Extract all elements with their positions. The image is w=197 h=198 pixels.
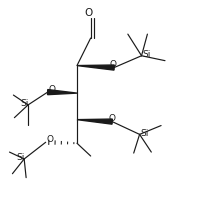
Text: O: O [48, 85, 55, 94]
Polygon shape [77, 119, 112, 124]
Text: Si: Si [142, 50, 151, 59]
Text: Si: Si [20, 99, 28, 108]
Text: Si: Si [140, 129, 149, 138]
Text: Si: Si [16, 153, 24, 162]
Polygon shape [47, 89, 77, 95]
Text: O: O [46, 135, 54, 144]
Text: O: O [85, 8, 93, 18]
Polygon shape [77, 65, 114, 70]
Text: O: O [110, 60, 117, 69]
Text: O: O [108, 114, 115, 123]
